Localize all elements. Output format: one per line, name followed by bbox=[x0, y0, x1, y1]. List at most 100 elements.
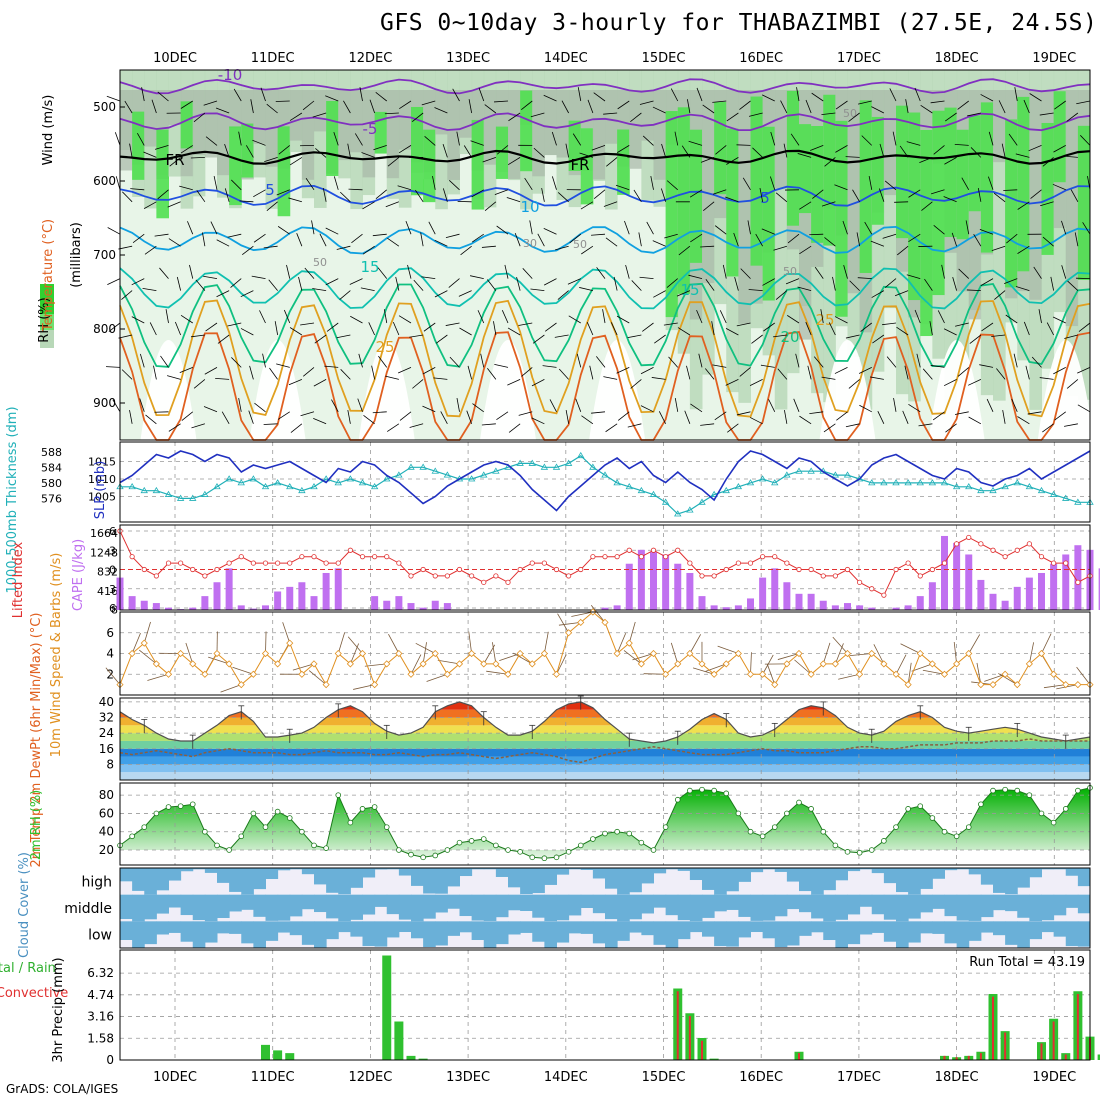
rh2m-point bbox=[226, 847, 232, 853]
thickness-point bbox=[237, 479, 245, 486]
cloud-high-cell bbox=[520, 868, 533, 895]
wind-barb bbox=[1066, 112, 1079, 122]
thickness-point bbox=[540, 463, 549, 470]
wind10m-barb bbox=[643, 673, 666, 675]
li-point bbox=[287, 560, 293, 566]
cloud-layer-label: low bbox=[88, 928, 112, 944]
rh2m-point bbox=[1050, 819, 1057, 826]
wind-barb bbox=[834, 184, 848, 191]
cloud-middle-cell bbox=[386, 894, 400, 915]
rh2m-point bbox=[674, 796, 681, 803]
wind-barb bbox=[1050, 276, 1055, 291]
wind-barb bbox=[736, 144, 751, 146]
wind-barb bbox=[906, 141, 921, 146]
wind-barb bbox=[180, 314, 193, 324]
wind-barb bbox=[884, 278, 897, 288]
contour-label: 15 bbox=[360, 258, 379, 276]
wind-barb bbox=[561, 100, 569, 114]
wind-barb bbox=[763, 322, 775, 332]
li-point bbox=[772, 554, 778, 560]
precip-total-bar bbox=[382, 955, 392, 1060]
rh-shade-green bbox=[750, 96, 764, 266]
rh2m-point bbox=[541, 855, 548, 862]
cloud-low-cell bbox=[120, 921, 133, 940]
wind-barb bbox=[954, 143, 969, 146]
wind-barb bbox=[484, 104, 497, 114]
wind-tick-label: 4 bbox=[106, 647, 114, 661]
wind-barb bbox=[958, 268, 970, 279]
wind-barb bbox=[896, 326, 909, 336]
cloud-middle-cell bbox=[677, 894, 691, 921]
cloud-middle-cell bbox=[1029, 894, 1042, 922]
cloud-high-cell bbox=[750, 868, 764, 873]
thickness-point bbox=[783, 471, 791, 478]
temp-band bbox=[120, 764, 1090, 773]
wind-barb bbox=[937, 310, 945, 324]
precip-total-bar bbox=[709, 1058, 719, 1060]
wind-barb bbox=[276, 189, 290, 196]
isotherm-30 bbox=[119, 331, 1091, 441]
cloud-high-cell bbox=[495, 868, 509, 877]
cape-bar bbox=[225, 568, 233, 610]
wind-barb bbox=[914, 309, 921, 324]
wind10m-barb bbox=[998, 673, 1018, 685]
wind-barb bbox=[193, 112, 206, 123]
wind-barb bbox=[828, 322, 836, 336]
wind-barb bbox=[567, 278, 581, 285]
wind-barb bbox=[677, 327, 691, 336]
thickness-tick-label: 576 bbox=[41, 492, 62, 505]
day-label-bottom: 17DEC bbox=[837, 1070, 881, 1085]
wind10m-point bbox=[734, 649, 742, 658]
rh2m-point bbox=[893, 824, 899, 830]
rh2m-point bbox=[759, 833, 766, 840]
wind10m-barb bbox=[670, 642, 679, 664]
wind-barb bbox=[797, 286, 812, 291]
wind-barb bbox=[870, 376, 884, 380]
rh2m-point bbox=[1014, 787, 1021, 794]
cloud-low-cell bbox=[883, 921, 897, 942]
thickness-point bbox=[904, 479, 912, 486]
cloud-high-cell bbox=[786, 868, 800, 882]
wind-tick-label: 2 bbox=[106, 667, 114, 681]
wind10m-point bbox=[334, 649, 342, 658]
cape-bar bbox=[1013, 586, 1021, 610]
li-point bbox=[250, 560, 256, 566]
wind-barb bbox=[714, 411, 727, 421]
pressure-tick-label: 800 bbox=[93, 322, 116, 336]
cloud-high-cell bbox=[217, 868, 230, 883]
thickness-point bbox=[710, 490, 718, 497]
wind-barb bbox=[262, 353, 266, 368]
wind-barb bbox=[868, 175, 873, 190]
wind-barb bbox=[179, 367, 193, 374]
wind-barb bbox=[593, 189, 606, 199]
cloud-middle-cell bbox=[1005, 894, 1018, 912]
wind-barb bbox=[524, 177, 533, 191]
wind-barb bbox=[259, 310, 266, 324]
wind-barb bbox=[968, 416, 982, 425]
contour-label: 10 bbox=[520, 198, 539, 216]
wind10m-barb bbox=[557, 613, 569, 633]
wind-barb bbox=[676, 290, 691, 297]
wind-barb bbox=[944, 112, 957, 122]
precip-convective-bar bbox=[967, 1055, 970, 1060]
wind-barb bbox=[167, 375, 181, 380]
rh2m-point bbox=[359, 806, 366, 812]
thickness-point bbox=[346, 475, 355, 482]
wind-barb bbox=[726, 112, 739, 122]
wind-barb bbox=[494, 363, 509, 368]
cloud-middle-cell bbox=[180, 894, 194, 916]
cloud-middle-cell bbox=[265, 894, 279, 921]
thickness-point bbox=[467, 475, 476, 482]
wind-barb bbox=[1029, 93, 1042, 102]
wind-barb bbox=[254, 402, 266, 413]
cloud-middle-cell bbox=[714, 894, 727, 912]
wind-barb bbox=[543, 228, 557, 235]
li-point bbox=[966, 534, 972, 541]
wind-barb bbox=[1052, 183, 1066, 191]
cloud-middle-cell bbox=[617, 894, 630, 922]
thickness-point bbox=[383, 475, 391, 482]
cape-bar bbox=[941, 535, 948, 610]
wind-barb bbox=[1042, 423, 1054, 433]
wind10m-point bbox=[965, 649, 973, 658]
cloud-low-cell bbox=[1077, 921, 1091, 947]
